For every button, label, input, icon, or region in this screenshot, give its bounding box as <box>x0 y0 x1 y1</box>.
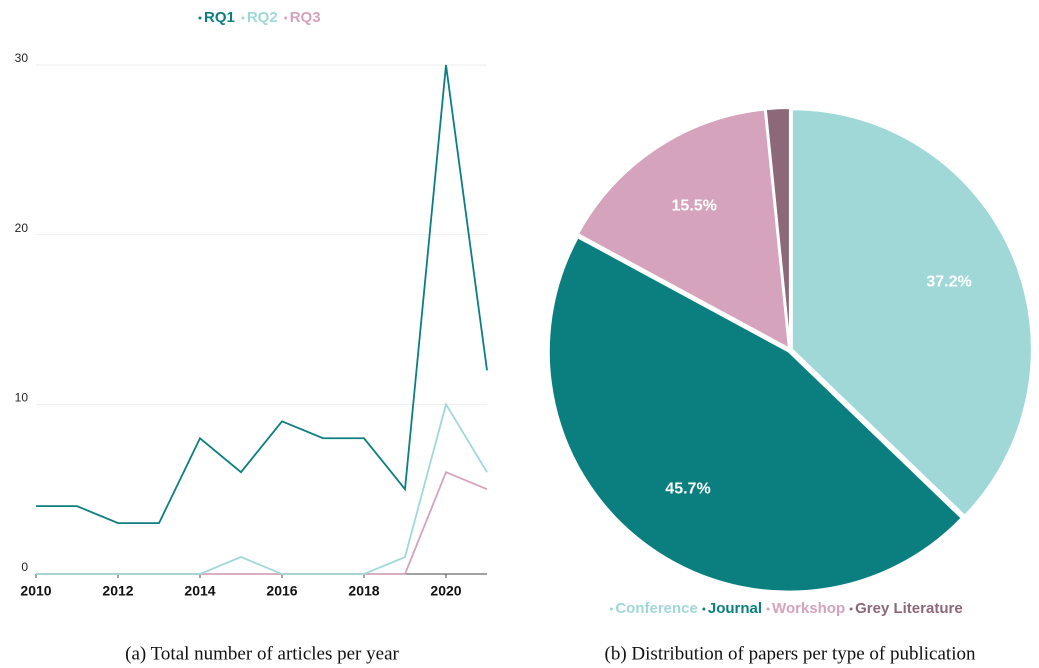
legend-label: Conference <box>615 600 698 617</box>
pie-slice <box>764 107 791 349</box>
pie-slice <box>547 235 964 593</box>
legend-label: RQ1 <box>204 9 235 26</box>
y-tick-label: 10 <box>15 391 29 405</box>
y-tick-label: 0 <box>21 560 28 574</box>
y-tick-label: 30 <box>15 51 29 65</box>
x-tick-label: 2018 <box>348 583 379 599</box>
legend-dot <box>702 607 706 611</box>
caption: (a) Total number of articles per year <box>125 643 399 664</box>
legend-dot <box>198 16 202 20</box>
slice-label: 45.7% <box>665 481 710 498</box>
caption: (b) Distribution of papers per type of p… <box>605 643 976 664</box>
legend-label: Grey Literature <box>855 600 963 617</box>
x-tick-label: 2020 <box>430 583 461 599</box>
pie-slice <box>790 108 1033 518</box>
legend-dot <box>849 607 853 611</box>
x-tick-label: 2012 <box>102 583 133 599</box>
series-line <box>36 471 488 575</box>
legend: Conference Journal Workshop Grey Literature <box>609 600 963 617</box>
legend-label: Workshop <box>772 600 845 617</box>
legend-label: Journal <box>708 600 762 617</box>
slice-label: 15.5% <box>672 197 717 214</box>
x-tick-label: 2010 <box>20 583 51 599</box>
legend-label: RQ3 <box>290 9 321 26</box>
slice-label: 37.2% <box>926 274 971 291</box>
legend-dot <box>609 607 613 611</box>
x-tick-label: 2014 <box>184 583 215 599</box>
legend-dot <box>241 16 245 20</box>
series-line <box>36 402 488 575</box>
y-tick-label: 20 <box>15 221 29 235</box>
legend-dot <box>766 607 770 611</box>
pie-slice <box>576 108 791 351</box>
legend-dot <box>284 16 288 20</box>
legend-label: RQ2 <box>247 9 278 26</box>
x-tick-label: 2016 <box>266 583 297 599</box>
series-line <box>36 64 488 524</box>
